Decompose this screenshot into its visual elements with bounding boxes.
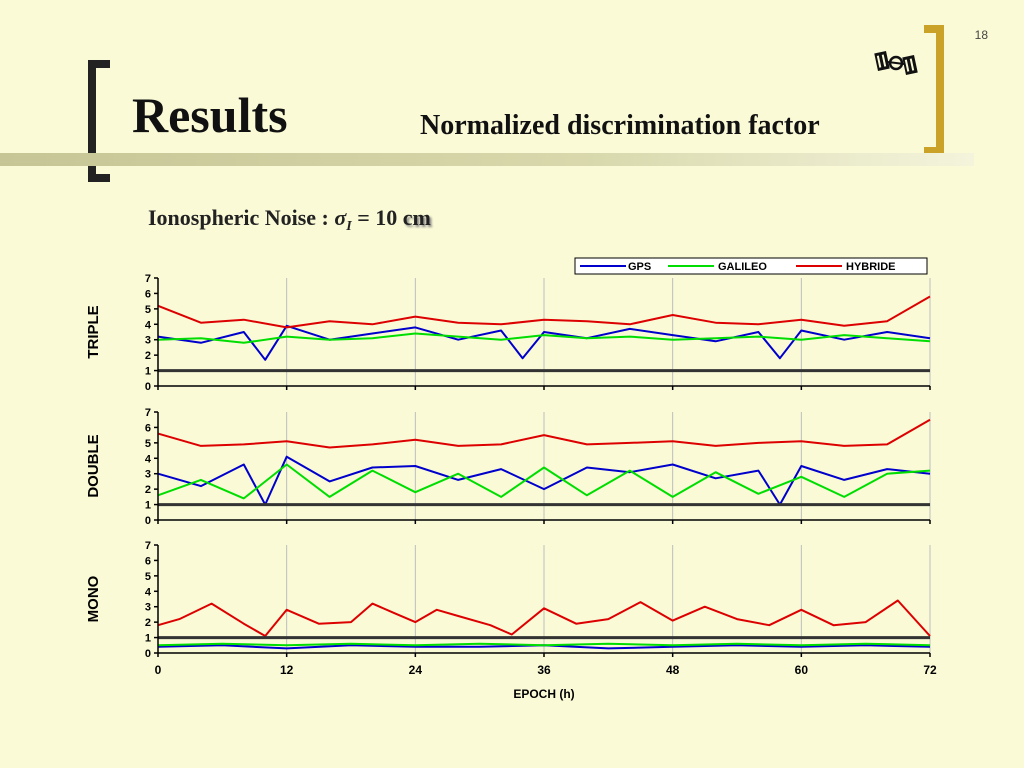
satellite-icon <box>874 50 918 76</box>
series-line-hybride <box>157 418 931 449</box>
slide-subtitle: Normalized discrimination factor <box>420 110 820 141</box>
x-tick-label: 24 <box>409 663 423 677</box>
y-tick-label: 5 <box>145 438 151 450</box>
panel-label-double: DOUBLE <box>85 434 102 497</box>
y-tick-label: 7 <box>145 540 151 552</box>
y-tick-label: 4 <box>145 319 152 331</box>
noise-value: = 10 <box>357 205 398 230</box>
y-tick-label: 1 <box>145 500 151 512</box>
legend-label-hybride: HYBRIDE <box>846 261 896 273</box>
y-tick-label: 1 <box>145 366 151 378</box>
right-bracket-decoration <box>924 25 944 155</box>
series-line-galileo <box>157 332 931 344</box>
series-line-galileo <box>157 463 931 500</box>
y-tick-label: 4 <box>145 453 152 465</box>
x-tick-label: 12 <box>280 663 294 677</box>
x-tick-label: 72 <box>923 663 937 677</box>
series-line-hybride <box>157 599 931 637</box>
x-axis-title: EPOCH (h) <box>513 687 574 701</box>
series-line-gps <box>157 324 931 361</box>
y-tick-label: 3 <box>145 335 151 347</box>
y-tick-label: 0 <box>145 515 151 527</box>
y-tick-label: 7 <box>145 273 151 285</box>
y-tick-label: 2 <box>145 350 151 362</box>
noise-unit: cm <box>402 205 431 230</box>
x-tick-label: 48 <box>666 663 680 677</box>
slide-title: Results <box>132 87 288 143</box>
series-line-galileo <box>157 642 931 647</box>
legend-label-galileo: GALILEO <box>718 261 767 273</box>
y-tick-label: 6 <box>145 288 151 300</box>
y-tick-label: 6 <box>145 555 151 567</box>
x-tick-label: 0 <box>155 663 162 677</box>
y-tick-label: 1 <box>145 633 151 645</box>
y-tick-label: 0 <box>145 381 151 393</box>
noise-label: Ionospheric Noise : <box>148 205 329 230</box>
sigma-symbol: σ <box>334 205 347 230</box>
panel-label-mono: MONO <box>85 575 102 622</box>
y-tick-label: 2 <box>145 484 151 496</box>
y-tick-label: 4 <box>145 586 152 598</box>
left-bracket-decoration <box>88 60 110 182</box>
y-tick-label: 7 <box>145 407 151 419</box>
y-tick-label: 5 <box>145 304 151 316</box>
legend-label-gps: GPS <box>628 261 651 273</box>
sigma-subscript: I <box>346 219 352 234</box>
title-rule-bar <box>0 153 974 166</box>
series-line-hybride <box>157 295 931 329</box>
x-tick-label: 60 <box>795 663 809 677</box>
ionospheric-noise-caption: Ionospheric Noise : σI = 10 cm <box>148 205 431 235</box>
slide-number: 18 <box>974 28 988 42</box>
legend-box <box>574 257 928 275</box>
x-tick-label: 36 <box>537 663 551 677</box>
panel-label-triple: TRIPLE <box>85 305 102 358</box>
y-tick-label: 3 <box>145 469 151 481</box>
y-tick-label: 0 <box>145 648 151 660</box>
y-tick-label: 2 <box>145 617 151 629</box>
y-tick-label: 3 <box>145 602 151 614</box>
y-tick-label: 6 <box>145 422 151 434</box>
y-tick-label: 5 <box>145 571 151 583</box>
